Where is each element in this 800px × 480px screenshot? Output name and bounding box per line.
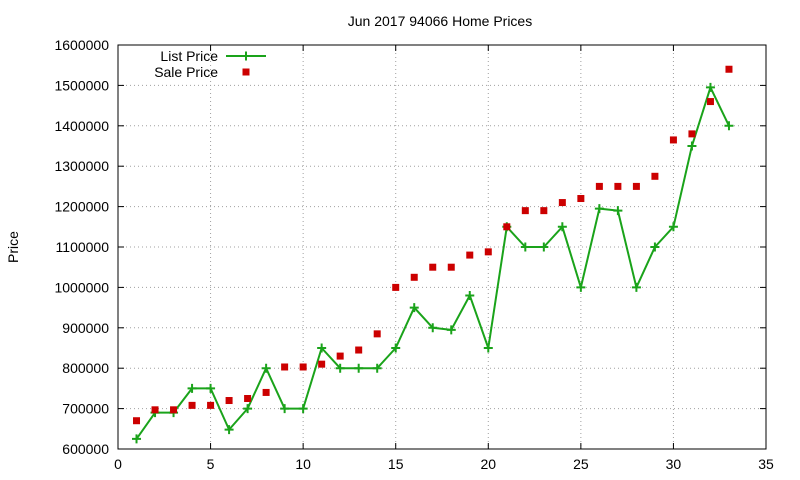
data-point xyxy=(484,248,492,256)
grid xyxy=(118,45,766,449)
y-tick-label: 1200000 xyxy=(54,199,109,215)
chart-title: Jun 2017 94066 Home Prices xyxy=(348,13,532,29)
data-point xyxy=(261,363,271,373)
data-point xyxy=(355,346,363,354)
data-point xyxy=(540,207,548,215)
data-point xyxy=(409,303,419,313)
data-point xyxy=(650,242,660,252)
data-point xyxy=(632,182,640,190)
y-tick-label: 1500000 xyxy=(54,77,109,93)
data-point xyxy=(224,425,234,435)
data-point xyxy=(577,195,585,203)
y-tick-label: 1000000 xyxy=(54,279,109,295)
data-point xyxy=(466,251,474,259)
data-point xyxy=(557,222,567,232)
legend-entry: Sale Price xyxy=(154,64,250,80)
legend-key-marker xyxy=(242,68,250,76)
data-point xyxy=(318,360,326,368)
data-point xyxy=(651,172,659,180)
data-point xyxy=(446,325,456,335)
data-point xyxy=(558,199,566,207)
x-tick-label: 20 xyxy=(480,456,496,472)
legend-label: List Price xyxy=(160,48,218,64)
data-point xyxy=(151,406,159,414)
data-point xyxy=(298,404,308,414)
data-point xyxy=(576,282,586,292)
y-tick-label: 1600000 xyxy=(54,37,109,53)
data-point xyxy=(688,130,696,138)
data-point xyxy=(539,242,549,252)
y-tick-label: 700000 xyxy=(62,401,109,417)
data-point xyxy=(336,352,344,360)
x-tick-label: 30 xyxy=(666,456,682,472)
data-point xyxy=(465,290,475,300)
data-point xyxy=(170,406,178,414)
x-tick-label: 15 xyxy=(388,456,404,472)
data-point xyxy=(594,204,604,214)
data-point xyxy=(429,263,437,271)
data-point xyxy=(669,136,677,144)
axis-ticks: 0 5 10 15 20 25 30 35 600000 700000 800000 900000 10… xyxy=(54,37,774,472)
data-point xyxy=(354,363,364,373)
data-point xyxy=(188,401,196,409)
y-tick-label: 800000 xyxy=(62,360,109,376)
data-point xyxy=(631,282,641,292)
data-point xyxy=(613,206,623,216)
data-point xyxy=(706,98,714,106)
data-point xyxy=(262,388,270,396)
series-1 xyxy=(133,65,733,425)
data-point xyxy=(373,330,381,338)
data-point xyxy=(225,397,233,405)
data-point xyxy=(668,222,678,232)
data-point xyxy=(317,343,327,353)
data-point xyxy=(280,404,290,414)
data-point xyxy=(595,182,603,190)
legend-key-marker xyxy=(241,51,251,61)
data-point xyxy=(447,263,455,271)
data-point xyxy=(724,121,734,131)
legend-label: Sale Price xyxy=(154,64,218,80)
data-point xyxy=(705,82,715,92)
data-point xyxy=(372,363,382,373)
data-point xyxy=(391,343,401,353)
x-tick-label: 35 xyxy=(758,456,774,472)
y-tick-label: 1300000 xyxy=(54,158,109,174)
data-point xyxy=(483,343,493,353)
y-axis-label: Price xyxy=(5,231,21,263)
data-point xyxy=(392,283,400,291)
data-point xyxy=(428,323,438,333)
data-point xyxy=(725,65,733,73)
y-tick-label: 900000 xyxy=(62,320,109,336)
x-tick-label: 5 xyxy=(207,456,215,472)
data-point xyxy=(520,242,530,252)
y-tick-label: 600000 xyxy=(62,441,109,457)
data-point xyxy=(410,273,418,281)
data-point xyxy=(133,417,141,425)
data-point xyxy=(207,401,215,409)
data-point xyxy=(206,383,216,393)
data-point xyxy=(281,363,289,371)
data-point xyxy=(521,207,529,215)
data-point xyxy=(687,141,697,151)
data-point xyxy=(244,395,252,402)
series-line xyxy=(135,86,730,440)
data-point xyxy=(614,182,622,190)
data-point xyxy=(335,363,345,373)
data-point xyxy=(243,404,253,414)
data-point xyxy=(132,434,142,444)
legend-entry: List Price xyxy=(160,48,266,64)
data-point xyxy=(503,223,511,231)
data-point xyxy=(299,363,307,371)
y-tick-label: 1400000 xyxy=(54,118,109,134)
y-tick-label: 1100000 xyxy=(56,239,110,255)
x-tick-label: 0 xyxy=(114,456,122,472)
x-tick-label: 25 xyxy=(573,456,589,472)
data-point xyxy=(187,383,197,393)
series-0 xyxy=(132,82,734,444)
series-layer xyxy=(132,65,734,444)
x-tick-label: 10 xyxy=(295,456,311,472)
